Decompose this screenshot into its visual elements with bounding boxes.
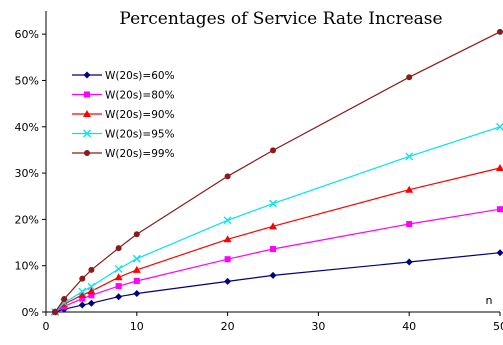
data-point <box>87 282 96 291</box>
legend-item: W(20s)=90% <box>72 109 175 121</box>
data-point <box>132 254 141 263</box>
data-point <box>133 277 140 284</box>
data-point <box>88 292 95 299</box>
legend-label: W(20s)=80% <box>105 90 175 102</box>
data-point <box>223 216 232 225</box>
axes: 0% 10% 20% 30% 40% 50% 60% 0 10 20 30 40 50n <box>15 11 503 333</box>
data-point <box>133 289 141 297</box>
data-point <box>270 147 276 154</box>
data-point <box>79 275 86 282</box>
data-point <box>269 222 277 230</box>
data-point <box>405 185 414 193</box>
data-point <box>87 299 95 307</box>
data-point <box>405 152 414 161</box>
data-point <box>269 271 277 279</box>
data-point <box>114 264 123 273</box>
y-tick-label: 10% <box>15 260 39 273</box>
y-tick-label: 40% <box>15 121 39 134</box>
legend-marker <box>83 110 91 117</box>
data-point <box>114 273 123 281</box>
data-point <box>78 287 87 296</box>
series <box>52 28 503 315</box>
legend: W(20s)=60% W(20s)=80% W(20s)=90% W(20s)=95%… <box>72 70 175 160</box>
data-point <box>87 287 96 295</box>
series-group <box>51 28 503 316</box>
legend-label: W(20s)=90% <box>105 109 175 121</box>
data-point <box>496 163 503 171</box>
legend-label: W(20s)=95% <box>105 129 175 141</box>
y-tick-label: 30% <box>15 167 39 180</box>
series-line <box>54 126 501 313</box>
data-point <box>115 245 122 252</box>
data-point <box>132 265 141 273</box>
data-point <box>270 246 276 253</box>
data-point <box>496 249 503 257</box>
x-tick-label: 0 <box>43 320 50 333</box>
y-tick-label: 0% <box>22 306 39 319</box>
data-point <box>88 266 95 273</box>
data-point <box>115 283 122 290</box>
x-tick-label: 30 <box>311 320 325 333</box>
series-line <box>54 31 501 313</box>
data-point <box>52 309 59 315</box>
data-point <box>224 256 231 263</box>
x-axis-label: n <box>486 294 493 307</box>
legend-item: W(20s)=60% <box>72 70 175 82</box>
y-tick-label: 60% <box>15 28 39 41</box>
legend-item: W(20s)=99% <box>72 148 175 160</box>
data-point <box>133 231 140 238</box>
legend-marker <box>84 91 90 98</box>
legend-label: W(20s)=60% <box>105 70 175 82</box>
legend-marker <box>83 129 91 138</box>
legend-item: W(20s)=80% <box>72 90 175 102</box>
series-line <box>54 167 501 313</box>
x-tick-label: 50 <box>493 320 503 333</box>
y-tick-label: 50% <box>15 74 39 87</box>
data-point <box>497 206 503 213</box>
y-tick-label: 20% <box>15 213 39 226</box>
data-point <box>79 295 86 302</box>
data-point <box>496 122 503 131</box>
data-point <box>269 199 277 208</box>
x-tick-label: 40 <box>402 320 416 333</box>
legend-label: W(20s)=99% <box>105 148 175 160</box>
data-point <box>406 221 413 228</box>
legend-item: W(20s)=95% <box>72 129 175 141</box>
legend-marker <box>83 71 91 79</box>
data-point <box>224 277 232 285</box>
series <box>51 163 503 315</box>
data-point <box>405 258 413 266</box>
series-line <box>54 208 501 313</box>
legend-marker <box>84 150 90 156</box>
data-point <box>406 74 413 81</box>
x-tick-label: 20 <box>221 320 235 333</box>
data-point <box>223 235 232 243</box>
chart-title: Percentages of Service Rate Increase <box>119 9 442 29</box>
data-point <box>497 28 503 35</box>
series-line <box>54 252 501 313</box>
x-tick-label: 10 <box>130 320 144 333</box>
series <box>51 249 503 316</box>
data-point <box>61 296 68 303</box>
data-point <box>78 301 86 309</box>
data-point <box>224 173 231 180</box>
data-point <box>115 293 123 301</box>
data-point <box>78 290 87 298</box>
